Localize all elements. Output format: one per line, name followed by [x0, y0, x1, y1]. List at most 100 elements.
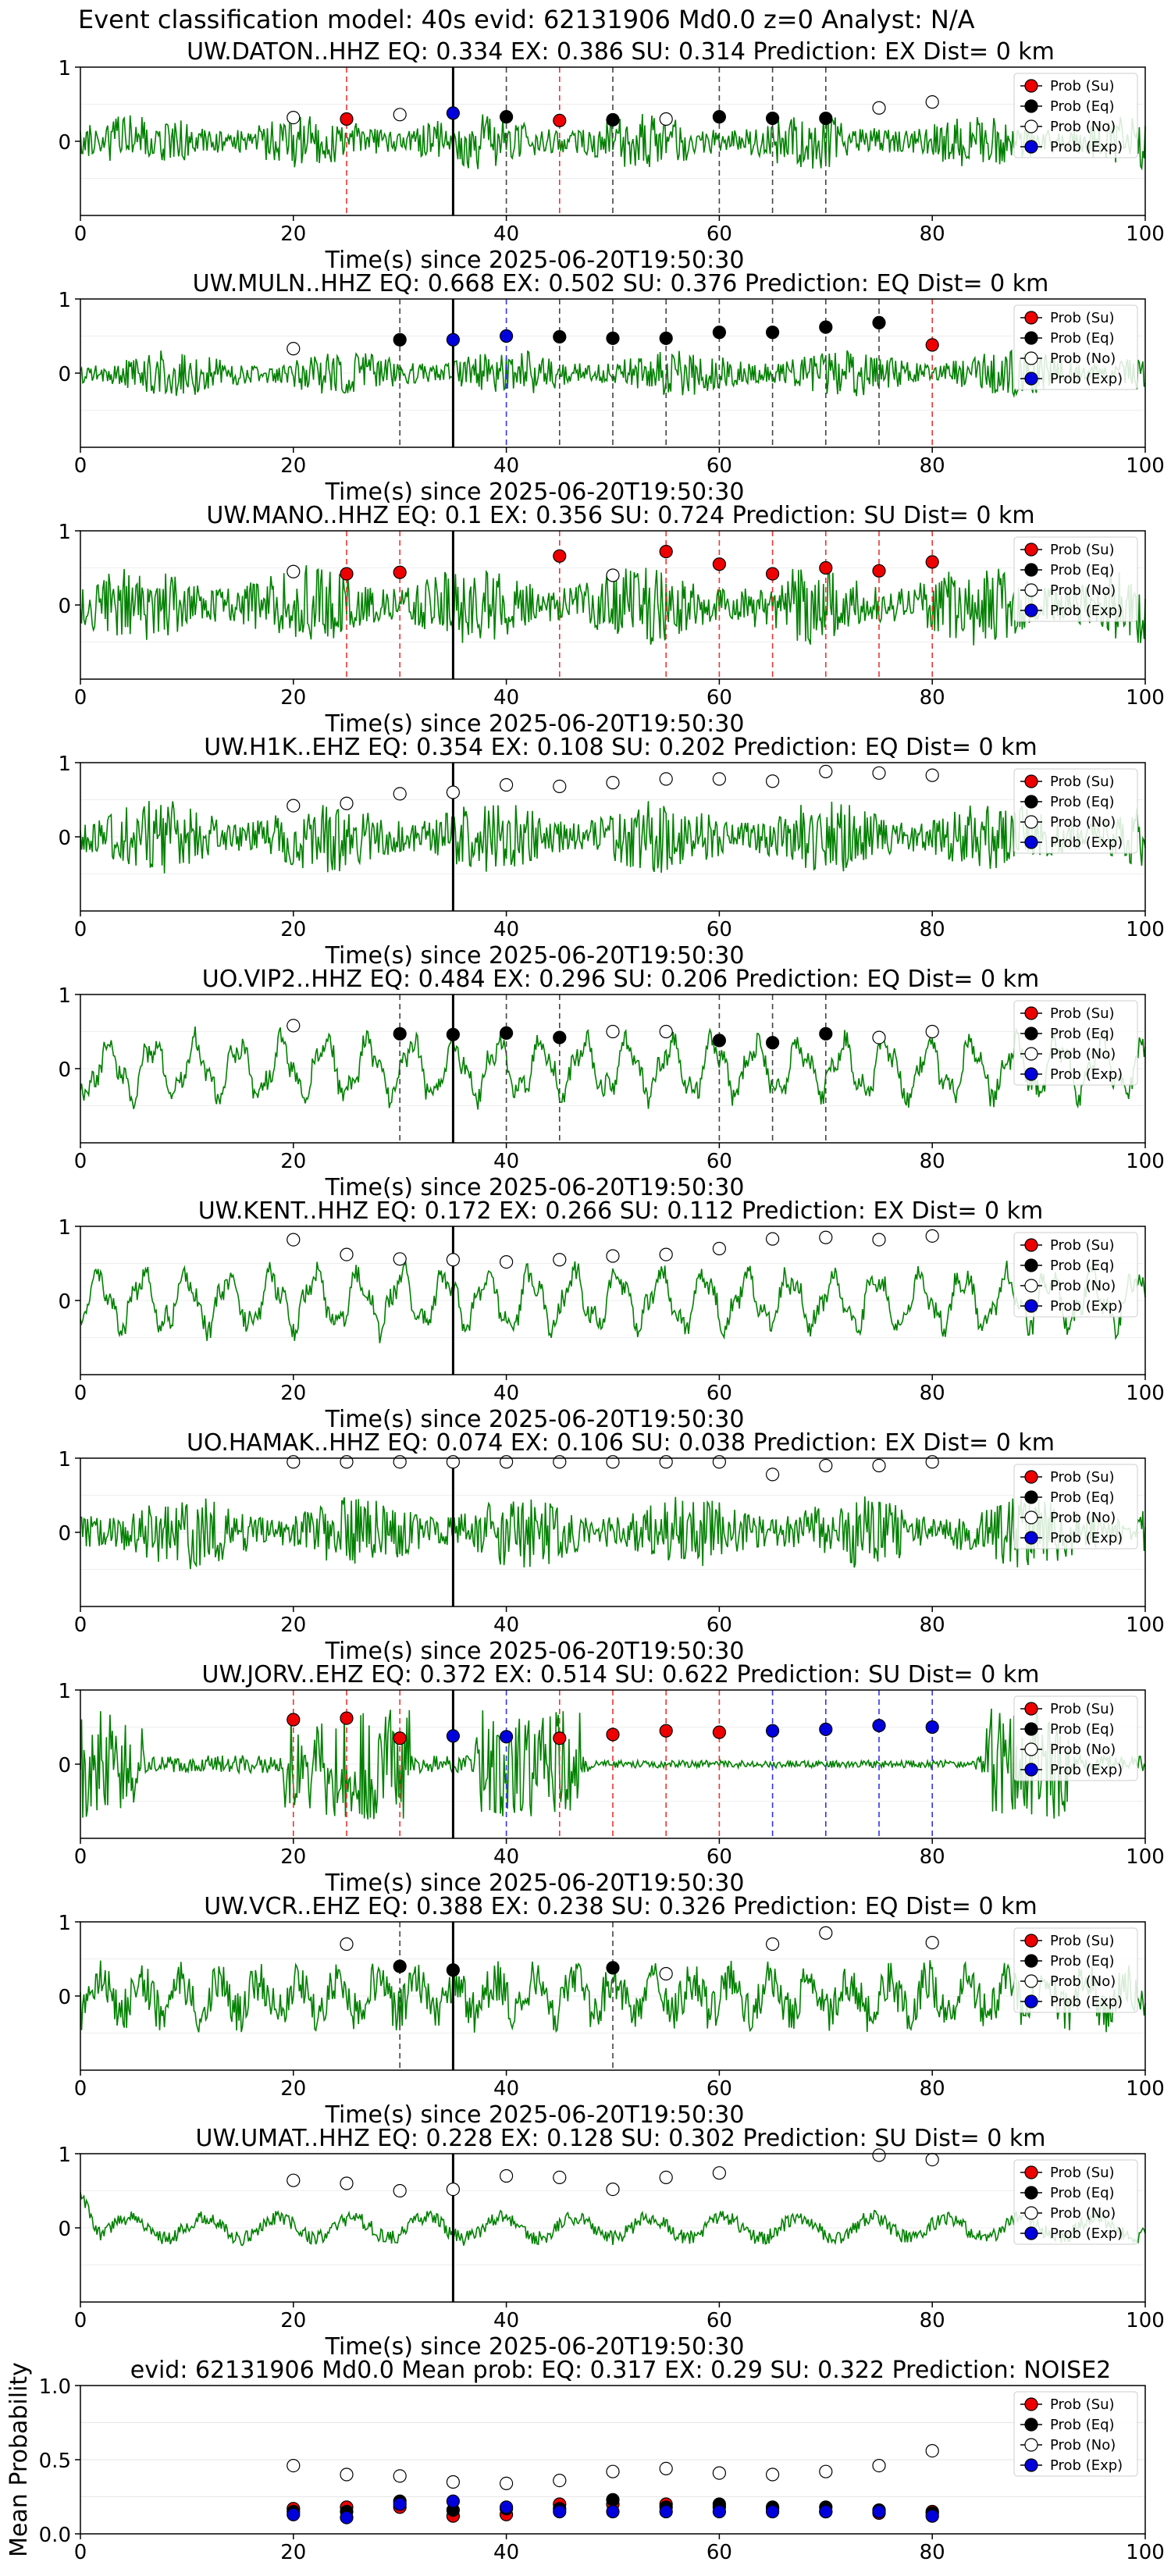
mean-point-exp: [765, 2504, 780, 2519]
x-tick-label: 100: [1126, 1150, 1165, 1173]
panel-title: UW.H1K..EHZ EQ: 0.354 EX: 0.108 SU: 0.20…: [204, 734, 1037, 761]
y-tick-label: 1: [58, 1448, 71, 1471]
y-tick-label: 1: [58, 2144, 71, 2167]
prob-point-no: [606, 1455, 620, 1469]
legend-marker-no: [1024, 1742, 1038, 1756]
prob-point-no: [872, 1030, 886, 1044]
legend-marker-no: [1024, 351, 1038, 365]
seismic-trace: [80, 801, 1146, 873]
legend-marker-eq: [1024, 1954, 1038, 1968]
prob-point-no: [765, 774, 780, 788]
prob-point-no: [499, 2169, 514, 2183]
legend-label-eq: Prob (Eq): [1050, 562, 1115, 578]
prob-point-su: [925, 555, 939, 569]
legend-box: [1013, 304, 1138, 390]
mean-point-no: [340, 2467, 354, 2482]
prob-point-no: [446, 2183, 461, 2197]
prob-point-eq: [553, 1030, 567, 1044]
legend-label-exp: Prob (Exp): [1050, 139, 1123, 155]
prob-point-eq: [606, 331, 620, 345]
x-tick-label: 60: [707, 2309, 732, 2332]
prob-point-no: [659, 1455, 673, 1469]
y-tick-label: 0: [58, 1754, 71, 1777]
prob-point-eq: [499, 1026, 514, 1041]
legend-label-eq: Prob (Eq): [1050, 1026, 1115, 1042]
prob-point-su: [393, 1731, 407, 1745]
prob-point-eq: [393, 333, 407, 347]
prob-point-no: [287, 564, 301, 578]
legend-label-no: Prob (No): [1050, 119, 1116, 135]
x-tick-label: 40: [493, 2309, 519, 2332]
legend-marker-su: [1024, 543, 1038, 557]
mean-point-no: [659, 2461, 673, 2475]
x-axis-label: Time(s) since 2025-06-20T19:50:30: [325, 1406, 745, 1433]
legend-box: [1013, 1000, 1138, 1086]
legend-marker-su: [1024, 1238, 1038, 1252]
x-tick-label: 40: [493, 222, 519, 246]
prob-point-su: [925, 338, 939, 352]
legend-marker-no: [1024, 1510, 1038, 1525]
station-panel-UW.VCR..EHZ: UW.VCR..EHZ EQ: 0.388 EX: 0.238 SU: 0.32…: [58, 1893, 1164, 2129]
x-tick-label: 0: [74, 2077, 87, 2101]
legend-marker-eq: [1024, 2186, 1038, 2200]
legend-label-eq: Prob (Eq): [1050, 1953, 1115, 1969]
x-tick-label: 80: [920, 686, 945, 710]
station-panel-UW.MANO..HHZ: UW.MANO..HHZ EQ: 0.1 EX: 0.356 SU: 0.724…: [58, 502, 1164, 738]
legend-label-eq: Prob (Eq): [1050, 1258, 1115, 1274]
seismic-trace: [80, 1496, 1146, 1570]
legend-marker-exp: [1024, 835, 1038, 849]
prob-point-no: [393, 1455, 407, 1469]
x-tick-label: 0: [74, 2541, 87, 2564]
legend-marker-no: [1024, 119, 1038, 133]
prob-point-no: [659, 2170, 673, 2184]
legend-marker-no: [1024, 583, 1038, 597]
prob-point-no: [819, 764, 833, 779]
legend-marker-su: [1024, 1006, 1038, 1020]
prob-point-no: [340, 2176, 354, 2190]
prob-point-eq: [819, 320, 833, 334]
prob-point-no: [446, 785, 461, 799]
prob-point-eq: [872, 315, 886, 329]
mean-point-exp: [287, 2507, 301, 2521]
x-tick-label: 40: [493, 1382, 519, 1405]
prob-point-no: [872, 1458, 886, 1473]
prob-point-eq: [765, 1036, 780, 1050]
x-tick-label: 60: [707, 2077, 732, 2101]
prob-point-su: [553, 113, 567, 127]
prob-point-exp: [446, 106, 461, 120]
legend-label-no: Prob (No): [1050, 350, 1116, 367]
y-tick-label: 1: [58, 1216, 71, 1240]
x-tick-label: 100: [1126, 2309, 1165, 2332]
prob-point-no: [659, 1247, 673, 1261]
legend-label-exp: Prob (Exp): [1050, 603, 1123, 619]
legend-label-exp: Prob (Exp): [1050, 1994, 1123, 2010]
legend-marker-eq: [1024, 2418, 1038, 2432]
prob-point-no: [659, 112, 673, 126]
prob-point-no: [287, 342, 301, 356]
x-tick-label: 20: [280, 2077, 306, 2101]
prob-point-eq: [819, 111, 833, 126]
y-tick-label: 0: [58, 1290, 71, 1314]
x-tick-label: 100: [1126, 2541, 1165, 2564]
prob-point-exp: [446, 1729, 461, 1743]
legend-label-su: Prob (Su): [1050, 542, 1115, 558]
x-tick-label: 0: [74, 1845, 87, 1869]
legend-label-eq: Prob (Eq): [1050, 2185, 1115, 2201]
prob-point-no: [872, 1233, 886, 1247]
legend-marker-eq: [1024, 1490, 1038, 1504]
prob-point-no: [765, 1232, 780, 1246]
legend-label-su: Prob (Su): [1050, 1469, 1115, 1485]
y-tick-label: 0: [58, 1059, 71, 1082]
x-tick-label: 20: [280, 918, 306, 941]
legend-marker-su: [1024, 1934, 1038, 1948]
prob-point-eq: [499, 110, 514, 124]
prob-point-no: [819, 1230, 833, 1244]
prob-point-su: [765, 567, 780, 581]
prob-point-su: [606, 1727, 620, 1742]
legend-marker-exp: [1024, 603, 1038, 617]
station-panel-UW.H1K..EHZ: UW.H1K..EHZ EQ: 0.354 EX: 0.108 SU: 0.20…: [58, 734, 1164, 970]
mean-point-exp: [606, 2504, 620, 2519]
prob-point-eq: [765, 111, 780, 126]
legend-label-exp: Prob (Exp): [1050, 1530, 1123, 1546]
legend-label-exp: Prob (Exp): [1050, 371, 1123, 387]
